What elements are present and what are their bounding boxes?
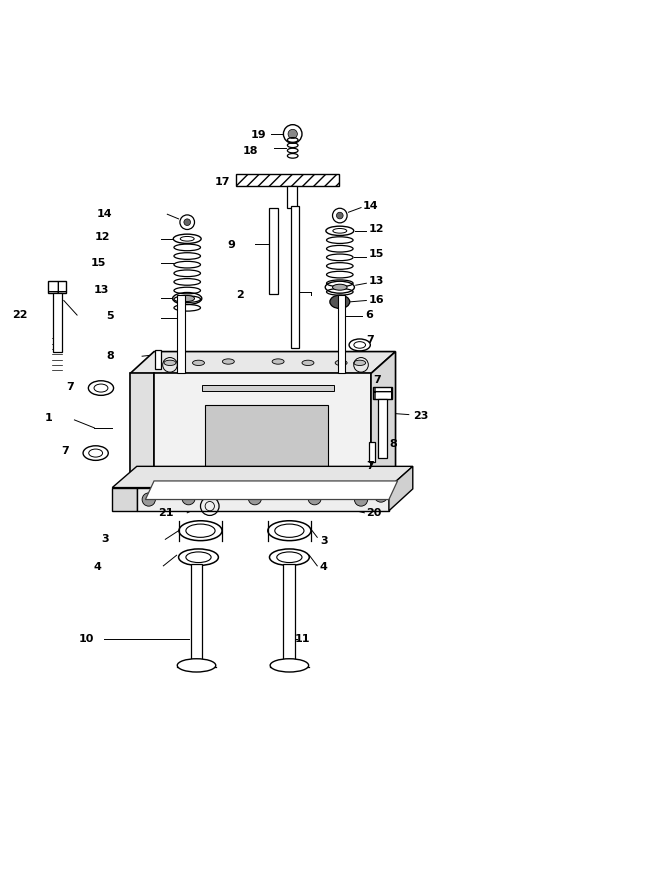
Circle shape [288,129,297,138]
Polygon shape [130,352,395,374]
Ellipse shape [193,360,205,366]
Ellipse shape [270,659,308,672]
Polygon shape [112,488,136,511]
Bar [291,206,298,348]
Circle shape [184,219,191,226]
Text: 7: 7 [62,446,69,456]
Ellipse shape [349,339,371,351]
Text: 23: 23 [413,411,428,421]
Text: 3: 3 [101,534,109,544]
Bar [377,399,387,458]
Text: 1: 1 [45,413,53,423]
Ellipse shape [222,359,234,364]
Polygon shape [154,374,371,489]
Ellipse shape [272,359,284,364]
Bar [48,281,66,293]
Ellipse shape [302,360,314,366]
Circle shape [308,492,321,505]
Text: 13: 13 [369,275,385,286]
Text: 20: 20 [367,507,382,518]
Text: 12: 12 [95,232,110,242]
Polygon shape [145,481,397,500]
Ellipse shape [356,377,377,388]
Polygon shape [202,385,334,391]
Ellipse shape [177,659,215,672]
Text: 13: 13 [94,285,109,295]
Text: 3: 3 [320,535,328,546]
Bar [284,564,295,660]
Text: 10: 10 [79,634,94,644]
Polygon shape [371,352,395,489]
Text: 4: 4 [93,562,101,572]
Text: 22: 22 [13,310,28,320]
Polygon shape [389,467,413,511]
Text: 19: 19 [251,129,266,140]
Text: 15: 15 [369,249,385,259]
Text: 8: 8 [389,440,397,449]
Bar [177,295,185,374]
Bar [191,564,203,660]
Text: 9: 9 [227,241,235,250]
Circle shape [182,492,195,505]
Ellipse shape [354,360,366,366]
Text: 7: 7 [367,335,374,345]
Text: 4: 4 [320,562,328,572]
Text: 6: 6 [365,310,373,320]
Text: 17: 17 [215,177,231,188]
Bar [236,175,339,186]
Ellipse shape [88,381,114,395]
Bar [338,295,345,374]
Bar [53,293,62,352]
Bar [155,349,161,369]
Text: 16: 16 [369,295,385,306]
Text: 21: 21 [159,507,174,518]
Text: 18: 18 [243,146,258,156]
Text: 7: 7 [67,381,74,392]
Ellipse shape [164,360,176,366]
Text: 12: 12 [369,224,385,234]
Text: 7: 7 [367,461,374,471]
Text: 2: 2 [236,290,244,300]
Polygon shape [205,405,328,478]
Ellipse shape [332,284,347,290]
Text: 15: 15 [90,258,106,269]
Text: 11: 11 [294,634,310,644]
Circle shape [375,489,387,502]
Ellipse shape [349,461,371,474]
Text: 7: 7 [373,375,381,385]
Ellipse shape [180,295,195,302]
Ellipse shape [335,360,347,366]
Bar [288,186,297,208]
Polygon shape [112,467,413,488]
Bar [270,208,278,294]
Circle shape [248,492,262,505]
Polygon shape [136,488,389,511]
Text: 14: 14 [363,201,379,210]
Polygon shape [130,374,154,489]
Ellipse shape [330,295,350,308]
Ellipse shape [83,446,108,461]
Text: 5: 5 [106,311,114,322]
Text: 8: 8 [106,351,114,362]
Circle shape [337,212,343,219]
Circle shape [355,493,368,506]
Text: 14: 14 [96,209,112,219]
Bar [369,442,375,462]
Circle shape [142,493,155,506]
Bar [373,387,391,399]
